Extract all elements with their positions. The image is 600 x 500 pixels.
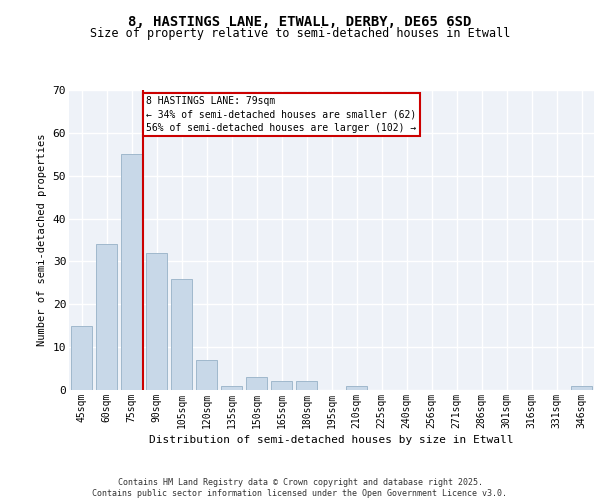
Bar [296, 382, 317, 390]
Text: Contains HM Land Registry data © Crown copyright and database right 2025.
Contai: Contains HM Land Registry data © Crown c… [92, 478, 508, 498]
Bar [171, 278, 192, 390]
Bar [121, 154, 142, 390]
Bar [271, 382, 292, 390]
Text: Size of property relative to semi-detached houses in Etwall: Size of property relative to semi-detach… [90, 28, 510, 40]
Bar [346, 386, 367, 390]
Text: 8 HASTINGS LANE: 79sqm
← 34% of semi-detached houses are smaller (62)
56% of sem: 8 HASTINGS LANE: 79sqm ← 34% of semi-det… [146, 96, 416, 133]
Y-axis label: Number of semi-detached properties: Number of semi-detached properties [37, 134, 47, 346]
Bar [96, 244, 117, 390]
Bar [221, 386, 242, 390]
Bar [246, 377, 267, 390]
Bar [571, 386, 592, 390]
Bar [196, 360, 217, 390]
Bar [146, 253, 167, 390]
Bar [71, 326, 92, 390]
Text: 8, HASTINGS LANE, ETWALL, DERBY, DE65 6SD: 8, HASTINGS LANE, ETWALL, DERBY, DE65 6S… [128, 15, 472, 29]
X-axis label: Distribution of semi-detached houses by size in Etwall: Distribution of semi-detached houses by … [149, 435, 514, 445]
